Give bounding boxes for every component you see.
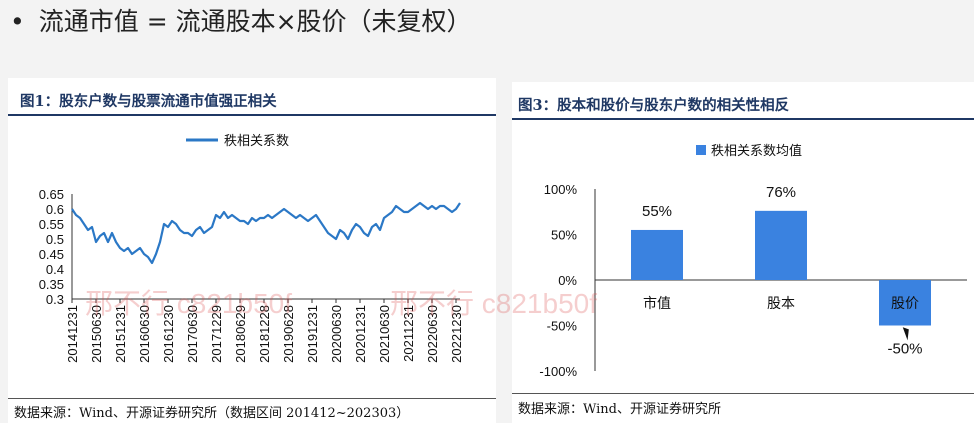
x-tick-label: 20190628 <box>281 305 296 363</box>
x-tick-label: 20150630 <box>89 305 104 363</box>
slide-title-text: 流通市值 = 流通股本×股价（未复权） <box>38 7 472 36</box>
bullet: • <box>10 7 25 36</box>
x-tick-label: 20170630 <box>185 305 200 363</box>
x-tick-label: 20160630 <box>137 305 152 363</box>
x-tick-label: 20171229 <box>209 305 224 363</box>
x-tick-label: 20221230 <box>449 305 464 363</box>
bar-1 <box>631 229 683 280</box>
x-tick-label: 20161230 <box>161 305 176 363</box>
chart1-title-rule <box>8 114 496 116</box>
x-tick-label: 20181228 <box>257 305 272 363</box>
chart-panel-1: 图1：股东户数与股票流通市值强正相关 秩相关系数 0.3 0.35 0.4 0.45 0.… <box>8 78 496 423</box>
y-tick-label: 0.45 <box>39 247 64 262</box>
bar-2 <box>755 210 807 280</box>
y-tick-label: 0.4 <box>46 262 64 277</box>
y-tick-label: -100% <box>539 364 577 379</box>
chart2-source-rule <box>512 393 974 394</box>
chart2-title-rule <box>512 118 974 120</box>
y-tick-label: 0.35 <box>39 277 64 292</box>
chart1-source-rule <box>8 398 496 399</box>
watermark-2: 邢不行 c821b50f <box>390 288 597 319</box>
category-label: 股本 <box>767 296 795 312</box>
data-label: -50% <box>887 341 922 358</box>
x-tick-label: 20141231 <box>65 305 80 363</box>
y-tick-label: 0.5 <box>46 232 64 247</box>
chart2-title: 图3：股本和股价与股东户数的相关性相反 <box>518 97 790 114</box>
category-label: 股价 <box>891 296 919 312</box>
bar-3 <box>879 280 931 326</box>
y-tick-label: 0.3 <box>46 292 64 307</box>
chart-panel-2: 图3：股本和股价与股东户数的相关性相反 秩相关系数均值 -100% -50% 0% 50… <box>512 82 974 423</box>
y-tick-label: 50% <box>551 228 577 243</box>
y-tick-label: -50% <box>547 319 578 334</box>
chart1-svg: 秩相关系数 0.30.350.40.450.50.550.60.65 2014123… <box>39 134 464 363</box>
chart2-svg: 秩相关系数均值 -100% -50% 0% 50% 100% 55% 市值 76% 股本 -50% 股… <box>539 143 967 379</box>
data-label: 76% <box>766 184 796 201</box>
y-tick-label: 100% <box>544 182 578 197</box>
legend-bar-swatch <box>696 145 706 155</box>
category-label: 市值 <box>643 295 671 312</box>
legend-label: 秩相关系数均值 <box>711 143 802 159</box>
x-tick-label: 20201231 <box>353 305 368 363</box>
x-tick-label: 20191231 <box>305 305 320 363</box>
data-label: 55% <box>642 203 672 220</box>
x-tick-label: 20151231 <box>113 305 128 363</box>
chart1-source: 数据来源：Wind、开源证券研究所（数据区间 201412~202303） <box>14 406 410 421</box>
y-tick-label: 0.55 <box>39 217 64 232</box>
chart2-source: 数据来源：Wind、开源证券研究所 <box>518 402 721 417</box>
x-tick-label: 20180629 <box>233 305 248 363</box>
watermark-1: 邢不行 c821b50f <box>85 288 292 319</box>
x-tick-label: 20200630 <box>329 305 344 363</box>
chart1-title: 图1：股东户数与股票流通市值强正相关 <box>20 93 277 110</box>
y-tick-label: 0.65 <box>39 187 64 202</box>
x-tick-label: 20210630 <box>377 305 392 363</box>
x-tick-label: 20211231 <box>401 305 416 362</box>
legend-label: 秩相关系数 <box>224 134 289 149</box>
slide-title: • 流通市值 = 流通股本×股价（未复权） <box>10 2 472 38</box>
x-tick-label: 20220630 <box>425 305 440 363</box>
y-tick-label: 0% <box>558 273 577 288</box>
series-line-rank-correlation <box>71 201 461 265</box>
y-tick-label: 0.6 <box>46 202 64 217</box>
